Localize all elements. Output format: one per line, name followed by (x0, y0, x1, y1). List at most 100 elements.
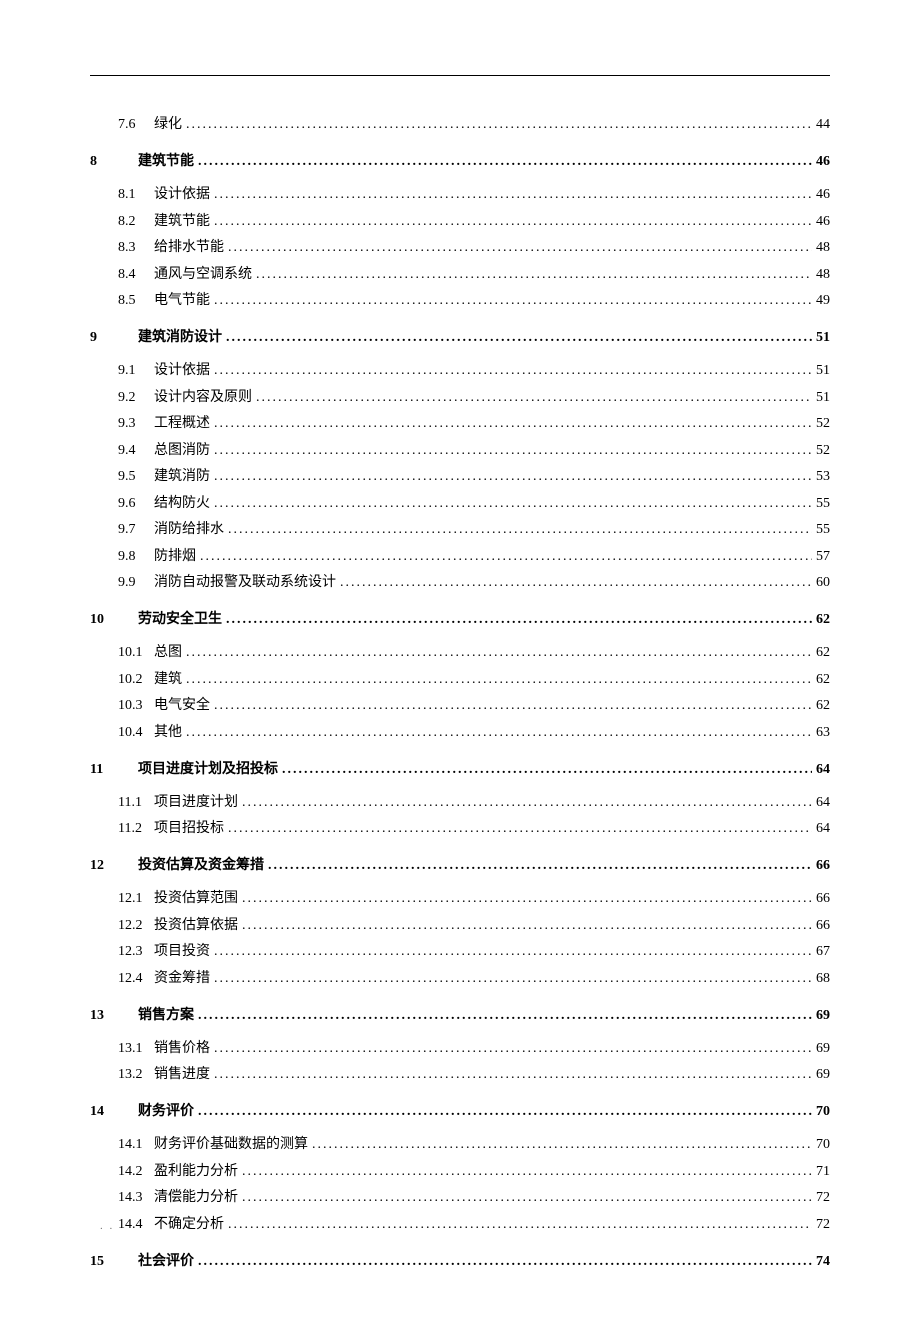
toc-section-row: 11项目进度计划及招投标64 (90, 759, 830, 780)
toc-leader-dots (214, 184, 812, 205)
toc-subsection-row: 12.3项目投资 67 (90, 941, 830, 962)
toc-leader-dots (214, 290, 812, 311)
toc-entry-page: 71 (816, 1161, 830, 1182)
toc-entry-number: 9.7 (90, 519, 154, 540)
toc-entry-number: 8.5 (90, 290, 154, 311)
toc-entry-number: 9.9 (90, 572, 154, 593)
toc-entry-number: 10.2 (90, 669, 154, 690)
toc-leader-dots (228, 237, 812, 258)
toc-entry-label: 销售价格 (154, 1038, 210, 1059)
toc-entry-page: 53 (816, 466, 830, 487)
toc-entry-number: 8.1 (90, 184, 154, 205)
toc-leader-dots (242, 1187, 812, 1208)
toc-entry-label: 设计内容及原则 (154, 387, 252, 408)
toc-entry-page: 69 (816, 1005, 830, 1026)
toc-entry-page: 67 (816, 941, 830, 962)
toc-subsection-row: 12.2投资估算依据66 (90, 915, 830, 936)
toc-subsection-row: 9.1设计依据51 (90, 360, 830, 381)
toc-entry-number: 14.1 (90, 1134, 154, 1155)
toc-subsection-row: 9.5建筑消防53 (90, 466, 830, 487)
toc-entry-number: 9.5 (90, 466, 154, 487)
toc-entry-label: 给排水节能 (154, 237, 224, 258)
toc-entry-number: 11 (90, 759, 138, 780)
toc-entry-label: 防排烟 (154, 546, 196, 567)
toc-entry-label: 财务评价基础数据的测算 (154, 1134, 308, 1155)
toc-entry-label: 项目投资 (154, 941, 210, 962)
toc-entry-page: 62 (816, 695, 830, 716)
toc-entry-number: 10.1 (90, 642, 154, 663)
toc-leader-dots (214, 1038, 812, 1059)
toc-leader-dots (228, 818, 812, 839)
toc-entry-number: 14.2 (90, 1161, 154, 1182)
toc-subsection-row: 9.9消防自动报警及联动系统设计60 (90, 572, 830, 593)
toc-entry-page: 52 (816, 440, 830, 461)
toc-section-row: 12投资估算及资金筹措66 (90, 855, 830, 876)
toc-leader-dots (214, 941, 812, 962)
toc-entry-label: 劳动安全卫生 (138, 609, 222, 630)
toc-entry-page: 74 (816, 1251, 830, 1272)
toc-leader-dots (242, 888, 812, 909)
toc-entry-page: 46 (816, 151, 830, 172)
toc-entry-label: 总图消防 (154, 440, 210, 461)
toc-leader-dots (198, 151, 812, 172)
toc-entry-number: 10.4 (90, 722, 154, 743)
toc-entry-number: 13.2 (90, 1064, 154, 1085)
toc-subsection-row: 8.4通风与空调系统48 (90, 264, 830, 285)
toc-subsection-row: 13.1销售价格 69 (90, 1038, 830, 1059)
toc-entry-page: 48 (816, 264, 830, 285)
toc-subsection-row: 12.1投资估算范围66 (90, 888, 830, 909)
toc-subsection-row: 8.5电气节能49 (90, 290, 830, 311)
toc-entry-number: 9.1 (90, 360, 154, 381)
toc-leader-dots (198, 1251, 812, 1272)
toc-entry-label: 销售进度 (154, 1064, 210, 1085)
toc-entry-number: 8.3 (90, 237, 154, 258)
toc-entry-page: 55 (816, 493, 830, 514)
toc-leader-dots (198, 1005, 812, 1026)
toc-entry-page: 48 (816, 237, 830, 258)
toc-section-row: 14财务评价70 (90, 1101, 830, 1122)
toc-entry-number: 12.4 (90, 968, 154, 989)
toc-entry-page: 69 (816, 1038, 830, 1059)
toc-leader-dots (214, 968, 812, 989)
toc-entry-label: 建筑节能 (154, 211, 210, 232)
toc-section-row: 10劳动安全卫生62 (90, 609, 830, 630)
toc-entry-label: 消防给排水 (154, 519, 224, 540)
toc-entry-label: 销售方案 (138, 1005, 194, 1026)
toc-subsection-row: 9.4总图消防52 (90, 440, 830, 461)
toc-leader-dots (226, 327, 812, 348)
toc-section-row: 13销售方案69 (90, 1005, 830, 1026)
toc-entry-page: 51 (816, 327, 830, 348)
document-page: 7.6绿化448建筑节能468.1设计依据468.2建筑节能468.3给排水节能… (0, 0, 920, 1344)
toc-leader-dots (226, 609, 812, 630)
toc-entry-number: 8 (90, 151, 138, 172)
toc-entry-label: 电气安全 (154, 695, 210, 716)
toc-entry-number: 13.1 (90, 1038, 154, 1059)
toc-leader-dots (186, 642, 812, 663)
toc-entry-label: 资金筹措 (154, 968, 210, 989)
toc-entry-label: 盈利能力分析 (154, 1161, 238, 1182)
toc-entry-page: 51 (816, 387, 830, 408)
toc-entry-page: 52 (816, 413, 830, 434)
toc-entry-label: 项目招投标 (154, 818, 224, 839)
toc-leader-dots (256, 387, 812, 408)
toc-leader-dots (186, 722, 812, 743)
toc-entry-label: 设计依据 (154, 184, 210, 205)
toc-entry-page: 51 (816, 360, 830, 381)
toc-subsection-row: 7.6绿化44 (90, 114, 830, 135)
toc-leader-dots (186, 114, 812, 135)
toc-entry-label: 不确定分析 (154, 1214, 224, 1235)
toc-entry-label: 绿化 (154, 114, 182, 135)
toc-entry-page: 46 (816, 211, 830, 232)
toc-entry-number: 12 (90, 855, 138, 876)
toc-entry-page: 57 (816, 546, 830, 567)
toc-leader-dots (268, 855, 812, 876)
toc-subsection-row: 10.4其他63 (90, 722, 830, 743)
toc-leader-dots (312, 1134, 812, 1155)
toc-leader-dots (214, 211, 812, 232)
toc-entry-page: 62 (816, 609, 830, 630)
toc-entry-number: 12.3 (90, 941, 154, 962)
toc-entry-label: 财务评价 (138, 1101, 194, 1122)
toc-subsection-row: 8.1设计依据46 (90, 184, 830, 205)
toc-subsection-row: 11.2项目招投标64 (90, 818, 830, 839)
toc-entry-number: 12.1 (90, 888, 154, 909)
